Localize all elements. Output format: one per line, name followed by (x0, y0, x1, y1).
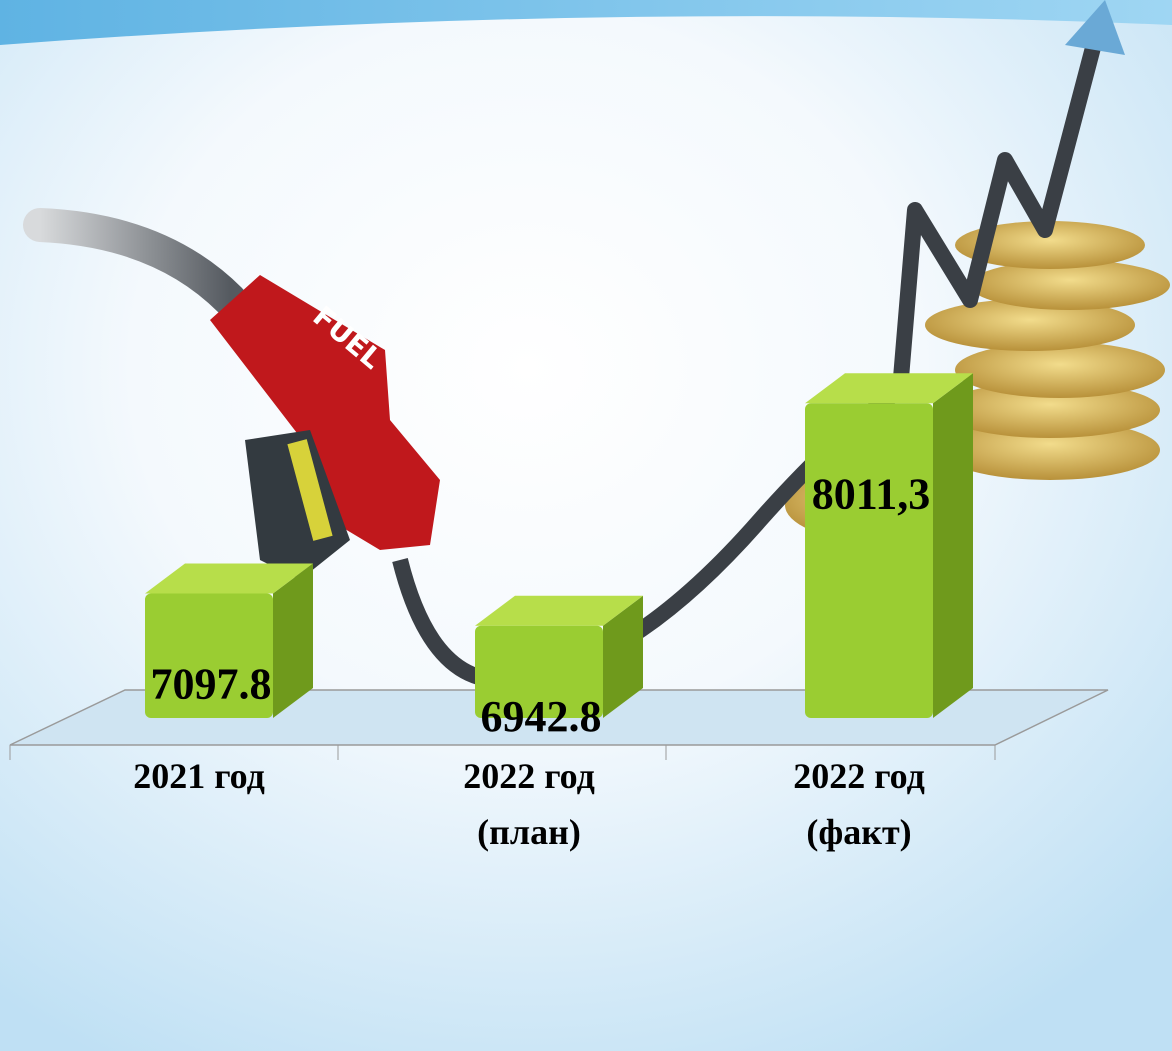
chart: FUEL 7097.86942.88011,3 (0, 0, 1172, 1051)
value-label: 6942.8 (481, 692, 602, 741)
background (0, 0, 1172, 1051)
bar-side (933, 373, 973, 718)
category-label: 2022 год (факт) (759, 748, 959, 860)
value-label: 8011,3 (812, 469, 931, 518)
value-label: 7097.8 (151, 660, 272, 709)
category-label: 2021 год (99, 748, 299, 804)
bar (805, 373, 973, 718)
category-label: 2022 год (план) (429, 748, 629, 860)
bar-front (805, 403, 933, 718)
page: FUEL 7097.86942.88011,3 (() => { const d… (0, 0, 1172, 1051)
